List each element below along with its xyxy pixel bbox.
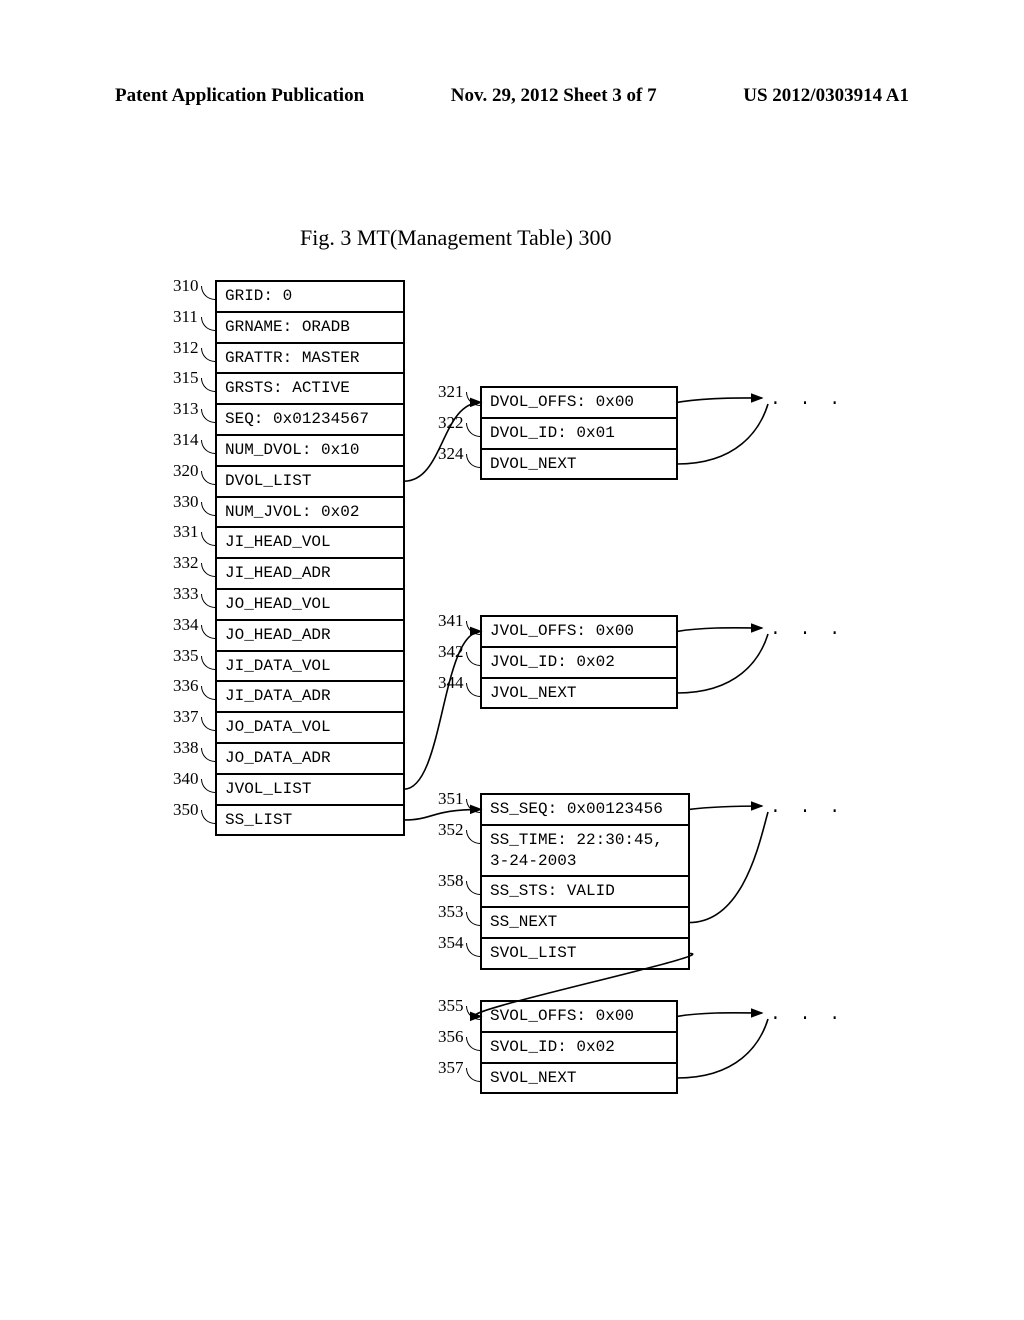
- ref-label-321: 321: [438, 382, 464, 402]
- ref-label-337: 337: [173, 707, 199, 727]
- dots-jvol: . . .: [770, 620, 844, 640]
- ref-label-336: 336: [173, 676, 199, 696]
- ref-label-353: 353: [438, 902, 464, 922]
- ref-label-351: 351: [438, 789, 464, 809]
- ref-label-313: 313: [173, 399, 199, 419]
- page-header: Patent Application Publication Nov. 29, …: [0, 85, 1024, 107]
- ref-label-315: 315: [173, 368, 199, 388]
- dots-svol: . . .: [770, 1005, 844, 1025]
- diagram-canvas: GRID: 0GRNAME: ORADBGRATTR: MASTERGRSTS:…: [0, 280, 1024, 1180]
- ref-label-358: 358: [438, 871, 464, 891]
- header-right: US 2012/0303914 A1: [743, 85, 909, 107]
- dots-ss: . . .: [770, 798, 844, 818]
- ref-label-357: 357: [438, 1058, 464, 1078]
- ref-label-330: 330: [173, 492, 199, 512]
- ref-label-310: 310: [173, 276, 199, 296]
- ref-label-355: 355: [438, 996, 464, 1016]
- header-left: Patent Application Publication: [115, 85, 364, 107]
- ref-label-311: 311: [173, 307, 198, 327]
- ref-label-334: 334: [173, 615, 199, 635]
- connector-svg: [0, 280, 1024, 1180]
- figure-title: Fig. 3 MT(Management Table) 300: [300, 225, 612, 251]
- ref-label-322: 322: [438, 413, 464, 433]
- ref-label-350: 350: [173, 800, 199, 820]
- ref-label-312: 312: [173, 338, 199, 358]
- ref-label-356: 356: [438, 1027, 464, 1047]
- ref-label-344: 344: [438, 673, 464, 693]
- ref-label-324: 324: [438, 444, 464, 464]
- ref-label-340: 340: [173, 769, 199, 789]
- ref-label-333: 333: [173, 584, 199, 604]
- ref-label-331: 331: [173, 522, 199, 542]
- ref-label-354: 354: [438, 933, 464, 953]
- ref-label-332: 332: [173, 553, 199, 573]
- header-center: Nov. 29, 2012 Sheet 3 of 7: [451, 85, 657, 107]
- ref-label-320: 320: [173, 461, 199, 481]
- ref-label-341: 341: [438, 611, 464, 631]
- dots-dvol: . . .: [770, 390, 844, 410]
- ref-label-352: 352: [438, 820, 464, 840]
- ref-label-338: 338: [173, 738, 199, 758]
- ref-label-342: 342: [438, 642, 464, 662]
- ref-label-314: 314: [173, 430, 199, 450]
- ref-label-335: 335: [173, 646, 199, 666]
